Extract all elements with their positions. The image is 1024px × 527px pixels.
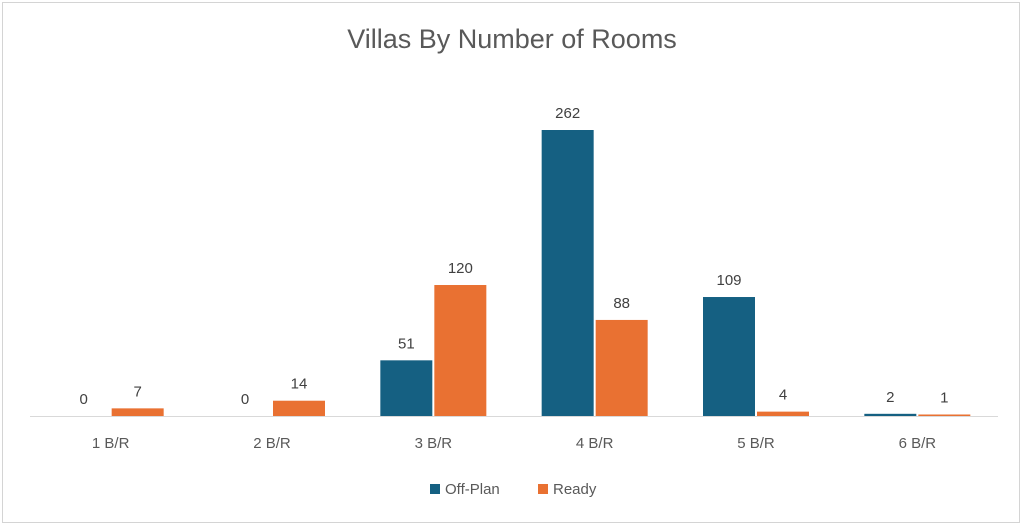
bar-ready-5 <box>757 411 809 416</box>
data-label-off-plan-4: 262 <box>555 105 580 122</box>
bar-off-plan-3 <box>380 360 433 416</box>
data-label-ready-5: 4 <box>779 387 787 404</box>
data-label-ready-6: 1 <box>940 390 948 407</box>
bar-off-plan-5 <box>703 297 755 416</box>
x-tick-label: 1 B/R <box>92 435 130 452</box>
legend: Off-Plan Ready <box>430 481 597 498</box>
data-label-off-plan-2: 0 <box>241 391 249 408</box>
data-label-ready-4: 88 <box>613 295 630 312</box>
bar-ready-1 <box>111 408 164 416</box>
bar-off-plan-4 <box>541 130 594 416</box>
bar-off-plan-6 <box>864 413 917 416</box>
data-label-ready-2: 14 <box>291 376 308 393</box>
bar-ready-4 <box>595 319 648 416</box>
bars-group <box>111 130 971 416</box>
data-label-off-plan-5: 109 <box>716 272 741 289</box>
bar-ready-2 <box>273 400 325 416</box>
legend-swatch-off-plan <box>430 484 440 494</box>
data-label-off-plan-1: 0 <box>79 391 87 408</box>
x-tick-label: 2 B/R <box>253 435 291 452</box>
x-tick-label: 4 B/R <box>576 435 614 452</box>
data-label-ready-3: 120 <box>448 260 473 277</box>
x-tick-label: 3 B/R <box>415 435 453 452</box>
data-label-ready-1: 7 <box>133 383 141 400</box>
legend-label-off-plan: Off-Plan <box>445 481 500 498</box>
bar-ready-6 <box>918 414 971 416</box>
x-tick-label: 6 B/R <box>899 435 937 452</box>
x-axis-ticks: 1 B/R 2 B/R 3 B/R 4 B/R 5 B/R 6 B/R <box>92 435 936 452</box>
data-label-off-plan-6: 2 <box>886 389 894 406</box>
legend-label-ready: Ready <box>553 481 597 498</box>
bar-ready-3 <box>434 285 487 416</box>
data-label-off-plan-3: 51 <box>398 335 415 352</box>
x-tick-label: 5 B/R <box>737 435 775 452</box>
data-labels: 0 7 0 14 51 120 262 88 109 4 2 1 <box>79 105 948 408</box>
chart-title: Villas By Number of Rooms <box>347 24 677 54</box>
legend-swatch-ready <box>538 484 548 494</box>
